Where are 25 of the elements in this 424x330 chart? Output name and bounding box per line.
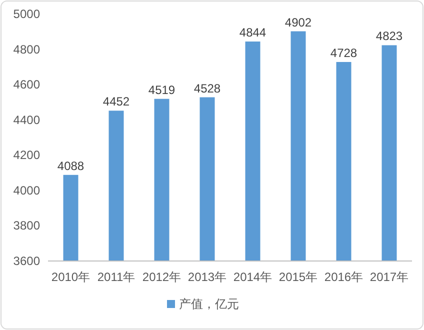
y-tick-label: 3800: [13, 218, 40, 233]
y-tick-label: 5000: [13, 7, 40, 21]
x-tick-label: 2010年: [51, 270, 90, 284]
y-tick-label: 4600: [13, 78, 40, 92]
y-tick-label: 4000: [13, 183, 40, 198]
y-tick-label: 3600: [13, 254, 40, 268]
legend-label: 产值，亿元: [179, 297, 239, 311]
data-label: 4823: [376, 29, 403, 44]
x-tick-label: 2014年: [233, 270, 272, 284]
data-label: 4902: [284, 15, 312, 30]
data-label: 4844: [239, 26, 266, 40]
y-tick-label: 4400: [13, 112, 40, 127]
x-tick-label: 2015年: [278, 270, 318, 284]
data-label: 4528: [194, 81, 221, 96]
data-label: 4452: [102, 94, 130, 109]
data-label: 4728: [330, 46, 358, 60]
data-label: 4088: [57, 158, 84, 173]
x-tick-label: 2017年: [370, 270, 409, 284]
x-tick-label: 2016年: [324, 270, 364, 284]
data-label: 4519: [148, 82, 176, 97]
y-tick-label: 4800: [13, 42, 40, 56]
x-tick-label: 2013年: [188, 270, 227, 284]
x-tick-label: 2011年: [97, 270, 136, 284]
y-tick-label: 4200: [13, 148, 40, 162]
x-tick-label: 2012年: [142, 270, 182, 284]
